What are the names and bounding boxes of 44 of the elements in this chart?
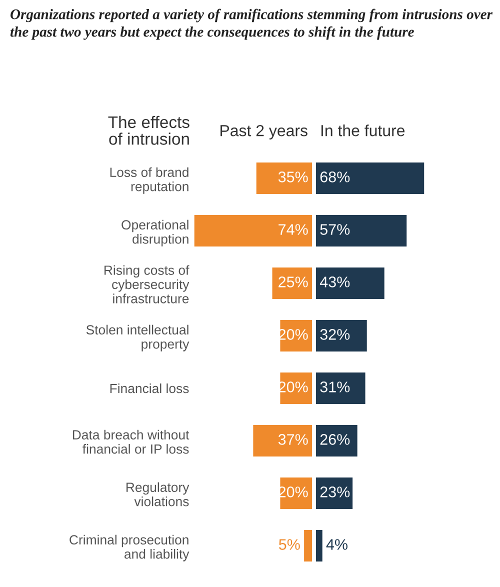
bar — [316, 478, 353, 509]
data-label: 43% — [320, 276, 350, 288]
bar — [280, 372, 312, 404]
bar — [280, 320, 312, 352]
bar — [304, 530, 312, 562]
data-label: 4% — [326, 539, 348, 550]
data-label: 20% — [278, 486, 308, 498]
data-label: 23% — [320, 486, 350, 498]
data-label: 68% — [320, 172, 350, 182]
bar — [316, 372, 366, 404]
data-label: 20% — [278, 329, 308, 340]
y-tick-label: Rising costs of cybersecurity infrastructure — [104, 265, 190, 304]
data-label: 35% — [278, 172, 308, 182]
y-tick-label: Loss of brand reputation — [110, 167, 188, 194]
y-tick-label: Stolen intellectual property — [86, 324, 190, 352]
bar — [316, 320, 367, 352]
series-label: Past 2 years — [220, 124, 308, 140]
bar — [194, 215, 312, 246]
data-label: 5% — [278, 539, 300, 550]
data-label: 57% — [320, 224, 350, 235]
data-label: 25% — [278, 276, 308, 288]
data-label: 20% — [278, 382, 308, 392]
bar — [280, 478, 312, 509]
bar — [256, 162, 312, 194]
bar — [253, 425, 312, 456]
y-tick-label: Data breach without financial or IP loss — [72, 430, 190, 454]
data-label: 32% — [320, 329, 350, 340]
y-tick-label: Criminal prosecution and liability — [70, 534, 190, 562]
bar — [316, 268, 384, 299]
bar — [272, 268, 312, 299]
y-tick-label: Financial loss — [110, 383, 189, 394]
series-label: In the future — [321, 124, 405, 136]
bar — [316, 162, 424, 194]
y-tick-label: Operational disruption — [122, 220, 188, 246]
data-label: 31% — [320, 382, 350, 392]
y-axis-title: The effects of intrusion — [108, 116, 190, 145]
bar — [316, 425, 358, 456]
chart-title: Organizations reported a variety of ramifications stemming from intrusions over the past two years but expect the consequences to shift in the future — [10, 8, 493, 40]
bar — [316, 215, 407, 246]
data-label: 26% — [320, 434, 350, 445]
data-label: 37% — [278, 434, 308, 445]
bar — [316, 530, 322, 562]
y-tick-label: Regulatory violations — [126, 482, 190, 506]
data-label: 74% — [278, 224, 308, 235]
